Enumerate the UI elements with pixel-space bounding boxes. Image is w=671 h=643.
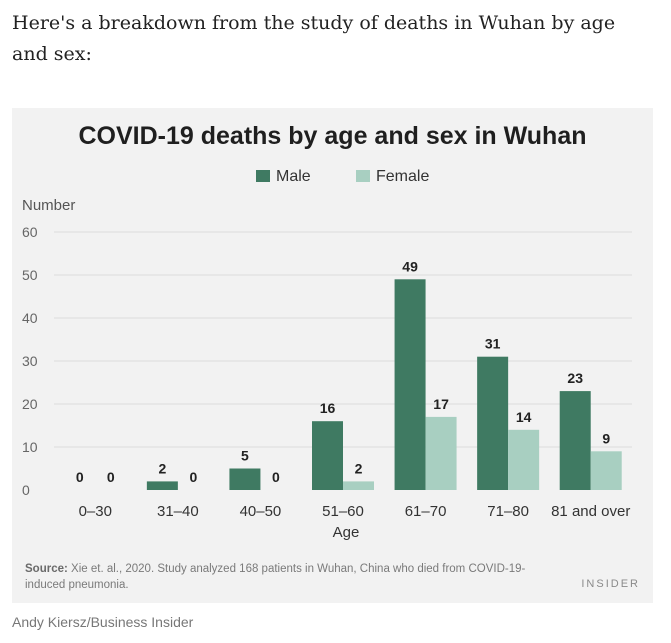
- source-text: Xie et. al., 2020. Study analyzed 168 pa…: [25, 563, 526, 591]
- y-tick-label: 60: [22, 224, 38, 240]
- data-label: 5: [241, 448, 249, 464]
- data-label: 17: [433, 396, 449, 412]
- data-label: 0: [107, 469, 115, 485]
- x-tick-label: 51–60: [322, 503, 364, 520]
- bar-male: [229, 468, 261, 490]
- intro-paragraph: Here's a breakdown from the study of dea…: [12, 12, 616, 65]
- legend-swatch-male: [256, 170, 270, 182]
- y-axis-label: Number: [22, 197, 75, 214]
- chart-title: COVID-19 deaths by age and sex in Wuhan: [78, 122, 587, 150]
- legend-label-male: Male: [276, 168, 311, 185]
- x-tick-label: 0–30: [79, 503, 112, 520]
- bar-male: [146, 481, 178, 490]
- source-note: Source: Xie et. al., 2020. Study analyze…: [25, 561, 545, 593]
- y-tick-label: 10: [22, 439, 38, 455]
- x-axis-label: Age: [333, 524, 360, 541]
- data-label: 49: [402, 258, 418, 274]
- bar-female: [508, 429, 540, 490]
- x-tick-label: 61–70: [405, 503, 447, 520]
- y-tick-label: 0: [22, 482, 30, 498]
- bar-female: [343, 481, 374, 490]
- source-label: Source:: [25, 563, 68, 575]
- bar-female: [590, 451, 622, 490]
- x-tick-label: 40–50: [240, 503, 282, 520]
- x-tick-label: 71–80: [487, 503, 529, 520]
- y-tick-label: 20: [22, 396, 38, 412]
- bar-male: [312, 421, 343, 490]
- legend-label-female: Female: [376, 168, 429, 185]
- bar-female: [425, 416, 457, 490]
- data-label: 14: [516, 409, 532, 425]
- bar-male: [559, 391, 591, 490]
- x-tick-label: 81 and over: [551, 503, 630, 520]
- image-credit: Andy Kiersz/Business Insider: [12, 614, 194, 630]
- data-label: 23: [567, 370, 583, 386]
- data-label: 0: [76, 469, 84, 485]
- data-label: 2: [355, 460, 363, 476]
- chart-card: COVID-19 deaths by age and sex in Wuhan …: [12, 108, 653, 603]
- x-tick-label: 31–40: [157, 503, 199, 520]
- bar-male: [394, 279, 426, 490]
- y-tick-label: 40: [22, 310, 38, 326]
- data-label: 0: [272, 469, 280, 485]
- data-label: 31: [485, 336, 501, 352]
- data-label: 16: [320, 400, 336, 416]
- insider-logo: INSIDER: [581, 578, 640, 590]
- bar-male: [477, 356, 509, 490]
- data-label: 2: [158, 460, 166, 476]
- y-tick-label: 30: [22, 353, 38, 369]
- data-label: 0: [189, 469, 197, 485]
- y-tick-label: 50: [22, 267, 38, 283]
- data-label: 9: [602, 430, 610, 446]
- legend-swatch-female: [356, 170, 370, 182]
